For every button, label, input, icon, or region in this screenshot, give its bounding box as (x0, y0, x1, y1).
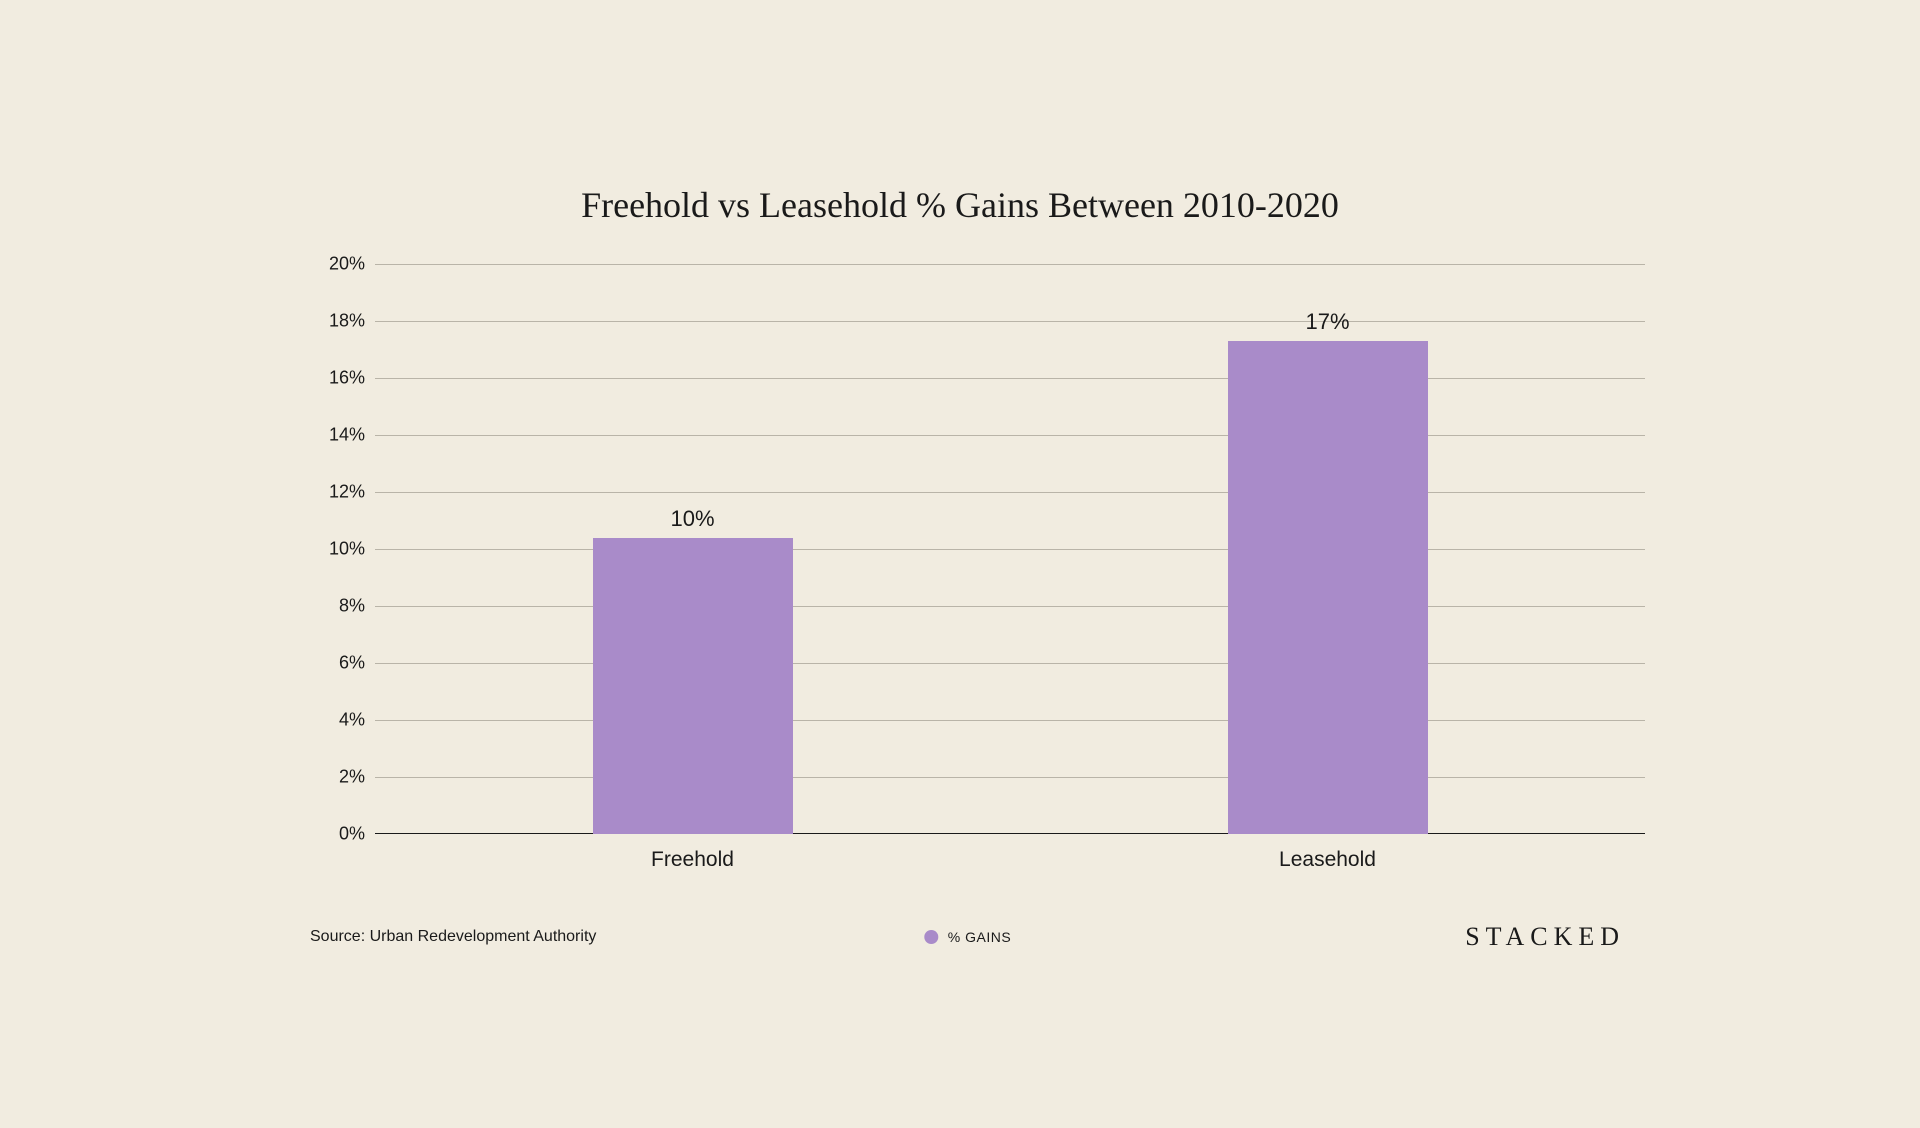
x-category-label: Freehold (651, 848, 734, 872)
bar-value-label: 17% (1305, 309, 1349, 335)
chart-title: Freehold vs Leasehold % Gains Between 20… (295, 184, 1625, 226)
legend: % GAINS (924, 929, 1011, 945)
bar-slot: 17%Leasehold (1010, 264, 1645, 834)
legend-swatch-icon (924, 930, 938, 944)
y-tick-label: 12% (315, 482, 365, 503)
y-tick-label: 18% (315, 311, 365, 332)
source-text: Source: Urban Redevelopment Authority (310, 928, 596, 946)
y-tick-label: 20% (315, 254, 365, 275)
y-tick-label: 2% (315, 767, 365, 788)
chart-container: Freehold vs Leasehold % Gains Between 20… (240, 154, 1680, 974)
y-tick-label: 14% (315, 425, 365, 446)
bar-value-label: 10% (670, 506, 714, 532)
chart-footer: Source: Urban Redevelopment Authority % … (310, 922, 1625, 952)
y-tick-label: 6% (315, 653, 365, 674)
bar-slot: 10%Freehold (375, 264, 1010, 834)
bar: 10% (593, 538, 793, 834)
y-axis: 0%2%4%6%8%10%12%14%16%18%20% (315, 264, 365, 834)
legend-label: % GAINS (948, 929, 1011, 945)
brand-logo: STACKED (1465, 922, 1625, 952)
bars-region: 10%Freehold17%Leasehold (375, 264, 1645, 834)
y-tick-label: 16% (315, 368, 365, 389)
plot-area: 0%2%4%6%8%10%12%14%16%18%20% 10%Freehold… (315, 264, 1645, 834)
y-tick-label: 0% (315, 824, 365, 845)
y-tick-label: 10% (315, 539, 365, 560)
y-tick-label: 8% (315, 596, 365, 617)
x-category-label: Leasehold (1279, 848, 1376, 872)
bar: 17% (1228, 341, 1428, 834)
y-tick-label: 4% (315, 710, 365, 731)
